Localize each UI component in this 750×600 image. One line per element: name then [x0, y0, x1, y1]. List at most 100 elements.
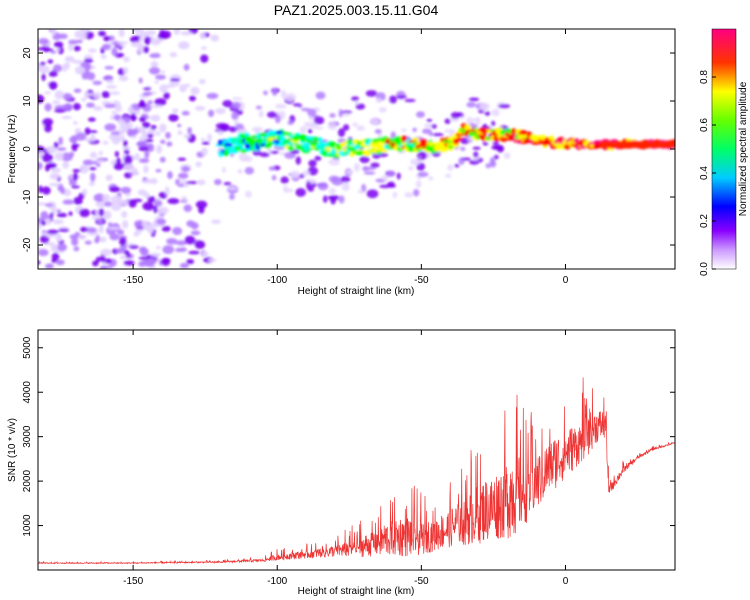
spectrogram-scatter-blob [415, 111, 425, 118]
spectrogram-noise-blob [142, 91, 153, 97]
spectrogram-scatter-blob [283, 184, 288, 194]
spectrogram-noise-blob [139, 30, 150, 38]
spectrogram-noise-blob [164, 186, 170, 196]
spectrogram-scatter-blob [315, 91, 326, 100]
spectrogram-noise-blob [38, 38, 49, 45]
spectrogram-noise-blob [173, 29, 181, 36]
spectrogram-noise-blob [120, 186, 132, 194]
spectrogram-core-band [600, 141, 675, 149]
spectrogram-noise-blob [131, 167, 138, 176]
spectrogram-scatter-blob [478, 109, 485, 114]
spectrogram-noise-blob [38, 161, 43, 171]
spectrogram-noise-blob [123, 163, 135, 171]
spectrogram-scatter-blob [274, 103, 287, 109]
spectrogram-scatter-blob [340, 176, 351, 183]
spectrogram-noise-blob [108, 186, 121, 193]
spectrogram-scatter-blob [415, 180, 422, 188]
spectrogram-noise-blob [38, 185, 43, 194]
spectrogram-noise-blob [123, 155, 133, 165]
spectrogram-noise-blob [73, 45, 81, 52]
spectrogram-scatter-blob [472, 146, 481, 150]
spectrogram-scatter-blob [456, 112, 464, 118]
spectrogram-noise-blob [201, 141, 210, 145]
spectrogram-ridge-blob [349, 151, 355, 157]
spectrogram-scatter-blob [357, 189, 364, 194]
spectrogram-noise-blob [102, 43, 111, 51]
spectrogram-noise-blob [38, 202, 47, 206]
spectrogram-scatter-blob [493, 154, 499, 160]
spectrogram-noise-blob [49, 81, 58, 90]
spectrogram-noise-blob [105, 174, 113, 182]
snr-ytick-label: 3000 [22, 425, 33, 448]
spectrogram-noise-blob [183, 63, 190, 71]
spectrogram-noise-blob [93, 94, 102, 99]
spectrogram-noise-blob [41, 73, 46, 82]
spectrogram-noise-blob [156, 218, 167, 225]
spectrogram-noise-blob [200, 54, 209, 63]
spectrogram-scatter-blob [412, 127, 417, 133]
spectrogram-noise-blob [69, 136, 78, 144]
spectrogram-noise-blob [53, 142, 59, 149]
spectrogram-scatter-blob [362, 166, 369, 172]
spectrogram-scatter-blob [342, 124, 350, 131]
spectrogram-noise-blob [177, 123, 182, 128]
spectrogram-noise-blob [150, 124, 157, 130]
spectrogram-ridge-blob [510, 128, 517, 135]
spectrogram-noise-blob [154, 80, 159, 84]
spectrogram-ridge-blob [317, 142, 326, 149]
spectrogram-noise-blob [58, 228, 70, 232]
spectrogram-scatter-blob [479, 102, 490, 111]
spectrogram-scatter-blob [498, 104, 511, 109]
spectrogram-noise-blob [186, 258, 195, 265]
spectrogram-scatter-blob [375, 97, 382, 104]
spectrogram-scatter-blob [299, 126, 307, 134]
spectrogram-ylabel: Frequency (Hz) [7, 115, 18, 184]
spectrogram-noise-blob [155, 245, 161, 250]
spectrogram-scatter-blob [280, 89, 287, 99]
spectrogram-noise-blob [51, 29, 56, 36]
snr-ytick-label: 1000 [22, 514, 33, 537]
spectrogram-scatter-blob [329, 113, 336, 118]
snr-xtick-label: -100 [267, 576, 287, 587]
spectrogram-scatter-blob [295, 188, 307, 197]
colorbar-tick-label: 0.0 [699, 262, 710, 276]
spectrogram-scatter-blob [330, 196, 336, 205]
spectrogram-noise-blob [119, 135, 126, 142]
spectrogram-scatter-blob [266, 111, 278, 118]
spectrogram-noise-blob [211, 219, 221, 224]
spectrogram-ytick-label: 20 [22, 47, 33, 59]
spectrogram-noise-blob [148, 67, 161, 75]
spectrogram-scatter-blob [221, 166, 226, 173]
spectrogram-ytick-label: -20 [22, 237, 33, 252]
spectrogram-scatter-blob [365, 90, 378, 97]
spectrogram-noise-blob [40, 211, 49, 220]
snr-xtick-label: -50 [414, 576, 429, 587]
spectrogram-scatter-blob [408, 166, 414, 171]
spectrogram-noise-blob [144, 150, 150, 159]
spectrogram-noise-blob [49, 212, 55, 216]
spectrogram-noise-blob [105, 84, 118, 89]
spectrogram-noise-blob [101, 91, 110, 99]
spectrogram-noise-blob [68, 211, 73, 216]
spectrogram-ridge-blob [284, 138, 292, 143]
spectrogram-noise-blob [159, 84, 168, 93]
spectrogram-noise-blob [156, 144, 163, 154]
spectrogram-ridge-blob [396, 139, 402, 146]
spectrogram-noise-blob [45, 48, 54, 52]
spectrogram-scatter-blob [341, 182, 350, 192]
spectrogram-noise-blob [139, 135, 148, 142]
spectrogram-noise-blob [71, 185, 80, 189]
spectrogram-scatter-blob [295, 156, 301, 165]
colorbar: 0.0 0.2 0.4 0.6 0.8 Normalized spectral ampl… [699, 28, 749, 276]
spectrogram-scatter-blob [245, 190, 252, 198]
spectrogram-noise-blob [150, 104, 163, 109]
spectrogram-noise-blob [208, 109, 215, 118]
spectrogram-noise-blob [167, 171, 173, 180]
spectrogram-noise-blob [114, 104, 122, 112]
spectrogram-noise-blob [82, 188, 88, 196]
spectrogram-noise-blob [157, 206, 169, 215]
spectrogram-ridge-blob [317, 137, 323, 143]
spectrogram-noise-blob [80, 226, 88, 233]
spectrogram-scatter-blob [328, 158, 340, 166]
